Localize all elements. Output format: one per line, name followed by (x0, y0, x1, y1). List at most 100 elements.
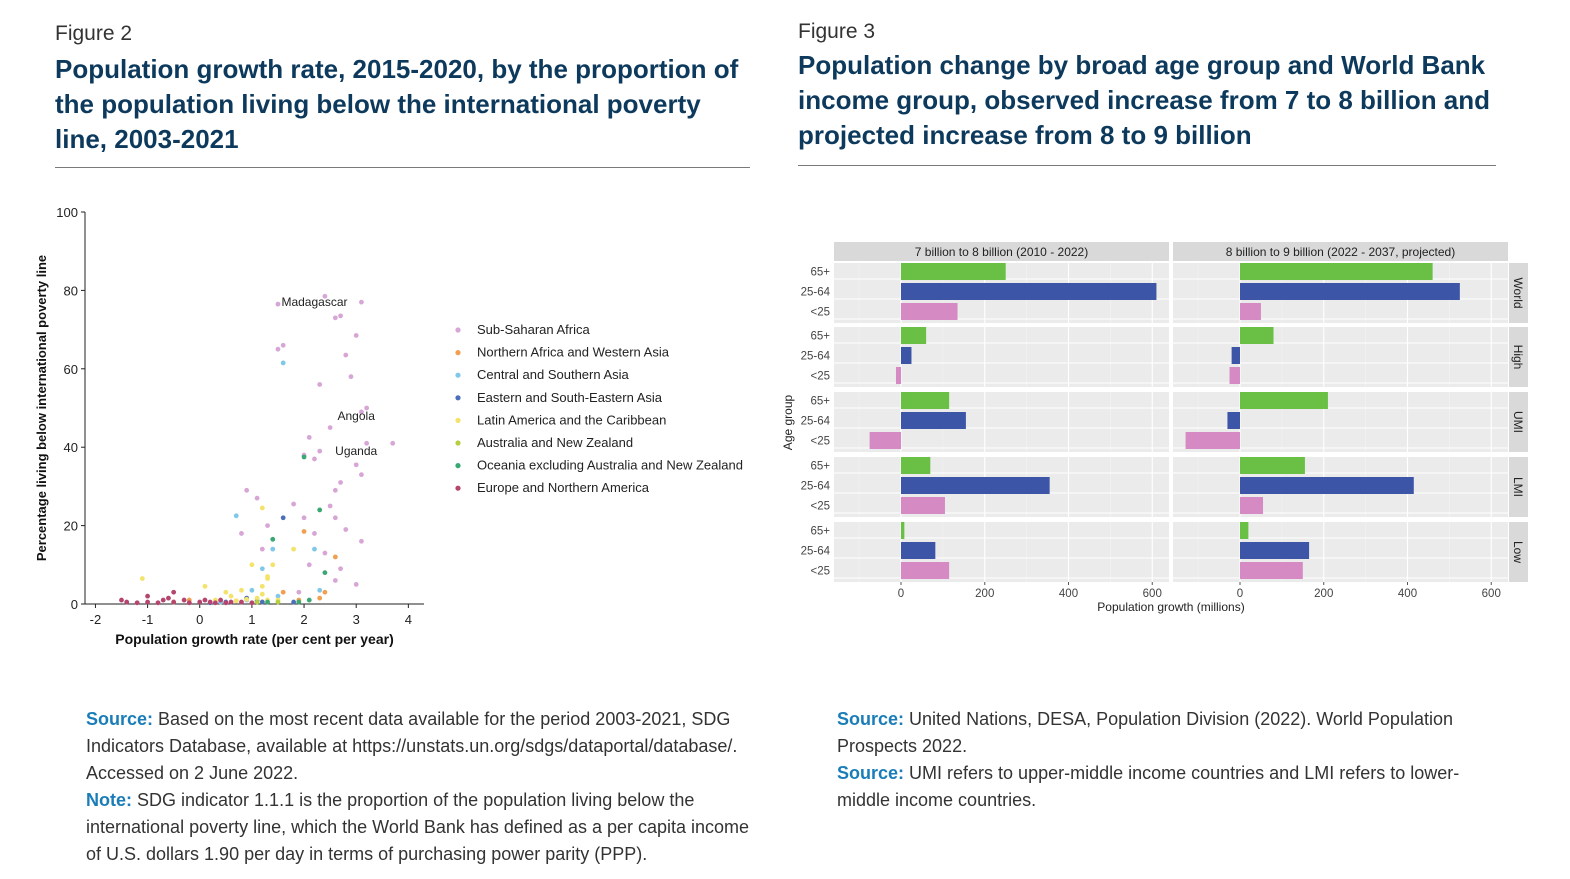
x-tick-label: 600 (1143, 588, 1162, 600)
data-point (249, 600, 255, 606)
bar (1240, 263, 1433, 280)
facet-strip (1509, 392, 1528, 452)
data-point (134, 600, 140, 606)
bar (1185, 432, 1240, 449)
figure2-note-1: Note: SDG indicator 1.1.1 is the proport… (86, 787, 751, 868)
data-point (332, 554, 338, 560)
data-point (348, 374, 354, 380)
figure-2-label: Figure 2 (55, 22, 133, 45)
bar (901, 327, 927, 344)
data-point (265, 599, 270, 605)
data-point (197, 599, 203, 605)
figure3-note-1: Source: UMI refers to upper-middle incom… (837, 760, 1502, 814)
x-tick-label: 3 (353, 612, 360, 627)
figure-3-rule (798, 165, 1496, 166)
bar (1240, 392, 1328, 409)
data-point (223, 589, 229, 595)
data-point (275, 593, 281, 599)
bar (901, 347, 912, 364)
note-keyword: Source: (837, 763, 905, 783)
legend-label: Northern Africa and Western Asia (477, 345, 670, 360)
facet-row-label: Low (1511, 541, 1525, 563)
bar (901, 562, 950, 579)
data-point (332, 315, 338, 321)
data-point (171, 599, 177, 605)
facet-strip (1509, 327, 1528, 387)
y-axis-label: Age group (781, 394, 795, 450)
facet-title: 7 billion to 8 billion (2010 - 2022) (915, 245, 1088, 259)
data-point (228, 599, 234, 605)
data-point (353, 462, 359, 468)
note-keyword: Source: (837, 709, 905, 729)
data-point (160, 597, 166, 603)
bar (901, 457, 931, 474)
data-point (343, 527, 349, 532)
y-tick-label: <25 (810, 501, 830, 513)
data-point (228, 593, 234, 599)
data-point (249, 562, 255, 568)
bar (1231, 347, 1240, 364)
note-text: United Nations, DESA, Population Divisio… (837, 709, 1453, 756)
annotation-label: Madagascar (281, 295, 347, 309)
data-point (275, 346, 281, 352)
data-point (317, 448, 323, 454)
data-point (312, 531, 317, 536)
x-axis-label: Population growth rate (per cent per yea… (115, 631, 394, 647)
data-point (186, 600, 192, 606)
y-tick-label: 100 (56, 205, 78, 220)
bar (869, 432, 901, 449)
data-point (233, 513, 239, 519)
data-point (353, 582, 359, 587)
facet-row-label: UMI (1511, 411, 1525, 433)
data-point (155, 600, 161, 606)
y-tick-label: 65+ (810, 267, 830, 279)
data-point (364, 440, 370, 446)
data-point (317, 595, 323, 601)
figure-2-title: Population growth rate, 2015-2020, by th… (55, 54, 739, 154)
bar (1229, 367, 1240, 384)
data-point (259, 566, 265, 572)
y-tick-label: 25-64 (801, 546, 831, 558)
data-point (124, 599, 130, 605)
data-point (306, 562, 312, 568)
x-axis-label: Population growth (millions) (1097, 600, 1244, 614)
bar (901, 542, 936, 559)
facet-strip (834, 242, 1169, 261)
data-point (359, 409, 364, 415)
note-keyword: Note: (86, 790, 132, 810)
y-tick-label: 25-64 (801, 351, 831, 363)
x-tick-label: 0 (898, 588, 904, 600)
data-point (259, 583, 265, 589)
data-point (312, 456, 317, 462)
data-point (202, 597, 208, 603)
y-tick-label: <25 (810, 436, 830, 448)
note-text: UMI refers to upper-middle income countr… (837, 763, 1460, 810)
data-point (291, 546, 297, 552)
facet-strip (1509, 457, 1528, 517)
panel-background (1173, 327, 1508, 387)
note-text: SDG indicator 1.1.1 is the proportion of… (86, 790, 750, 864)
legend-marker (455, 417, 461, 423)
data-point (145, 593, 150, 599)
data-point (280, 360, 286, 366)
data-point (291, 501, 297, 507)
bar (1240, 457, 1305, 474)
bar (901, 263, 1006, 280)
x-tick-label: -2 (90, 612, 102, 627)
figure-3-title: Population change by broad age group and… (798, 50, 1491, 150)
bar (1240, 477, 1414, 494)
panel-background (834, 327, 1169, 387)
note-keyword: Source: (86, 709, 154, 729)
data-point (317, 587, 323, 593)
facet-row-label: LMI (1511, 477, 1525, 497)
data-point (249, 587, 255, 593)
legend-label: Oceania excluding Australia and New Zeal… (477, 458, 743, 473)
legend-marker (455, 372, 461, 378)
legend-label: Australia and New Zealand (477, 435, 633, 450)
figure-2-rule (55, 167, 750, 168)
data-point (359, 538, 364, 544)
data-point (280, 589, 286, 595)
annotation-label: Uganda (335, 444, 377, 458)
bar (901, 497, 945, 514)
y-tick-label: 60 (64, 362, 78, 377)
